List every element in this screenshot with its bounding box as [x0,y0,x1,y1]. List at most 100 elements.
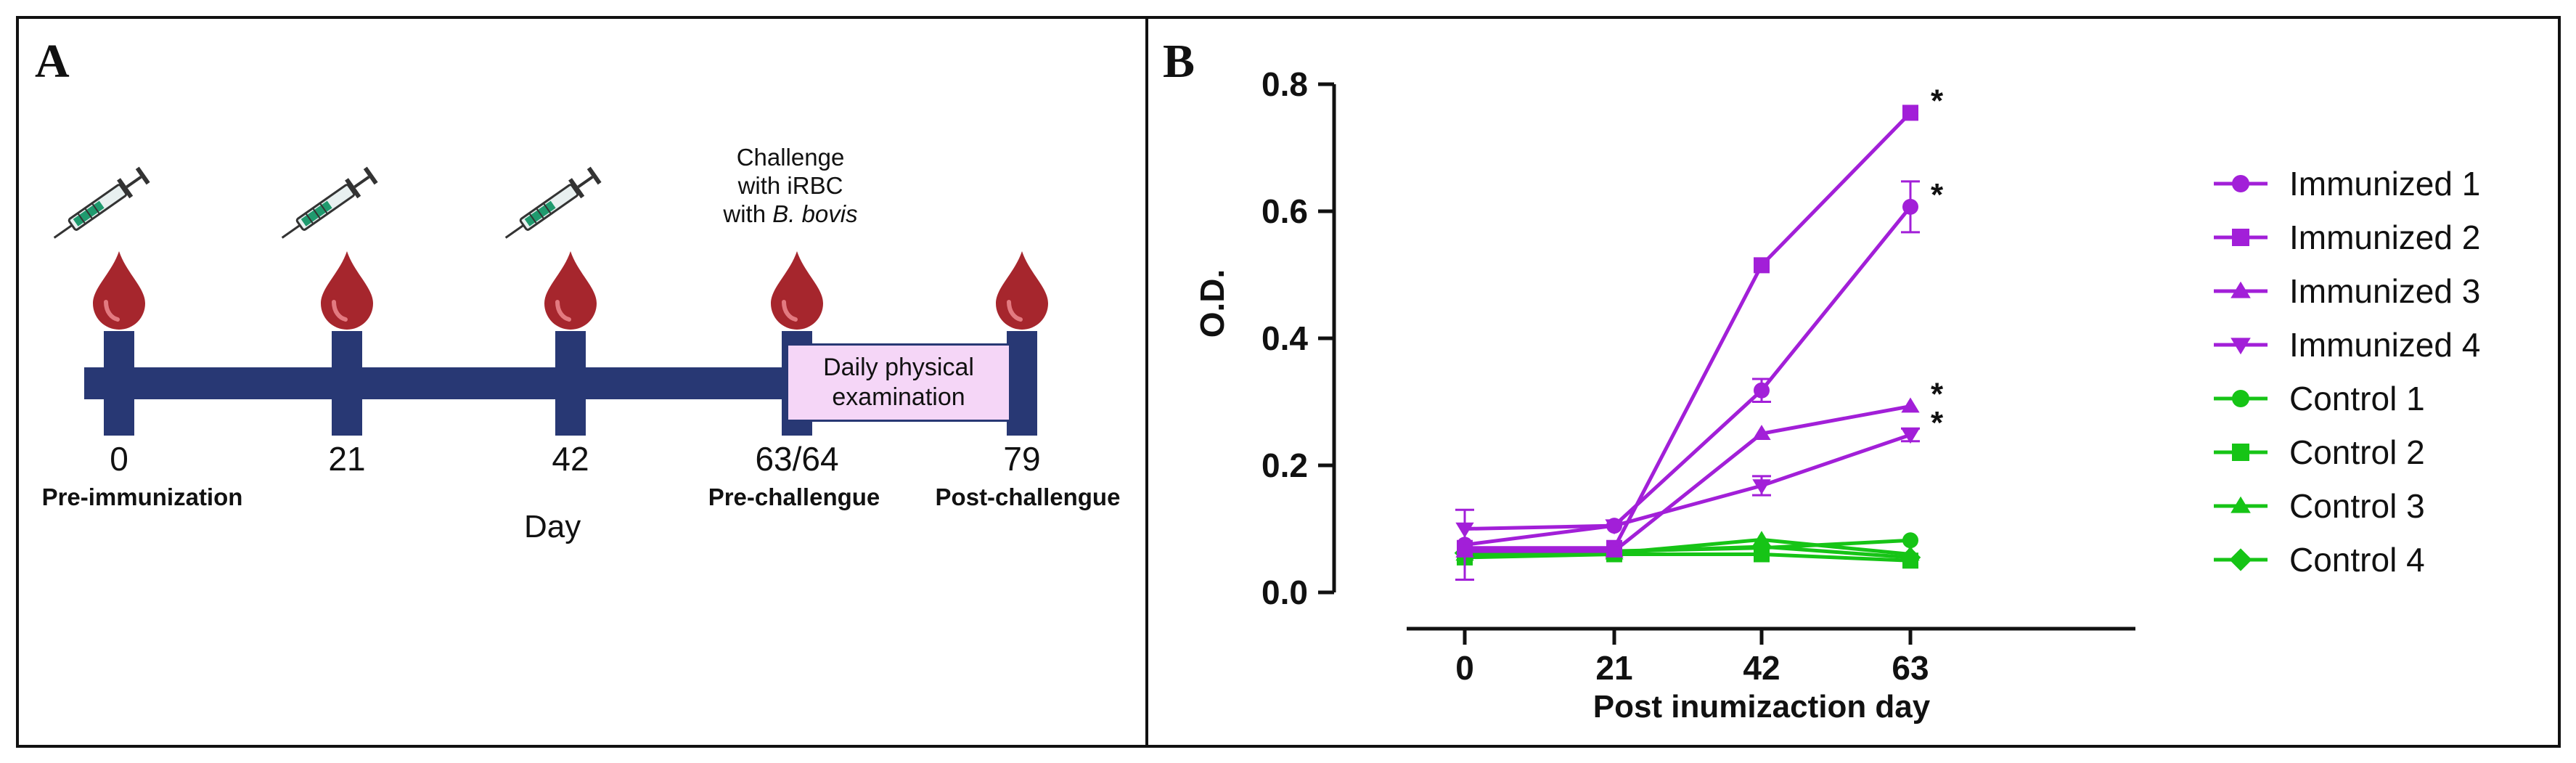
x-tick-label: 63 [1892,649,1929,687]
data-point [1754,257,1770,274]
legend-marker [2232,229,2249,246]
timepoint-day: 0 [110,440,128,478]
significance-asterisk: * [1931,377,1944,412]
data-point [1901,397,1920,413]
y-tick-label: 0.6 [1262,192,1308,230]
legend-marker [2231,338,2251,355]
y-axis-label: O.D. [1193,269,1231,338]
y-tick-label: 0.2 [1262,446,1308,484]
legend-marker [2231,496,2251,513]
timepoint-day: 42 [552,440,589,478]
daily-examination-box: Daily physical examination [786,343,1011,422]
significance-asterisk: * [1931,177,1944,213]
blood-drop-icon [991,248,1052,330]
data-point [1455,522,1474,538]
syringe-icon [269,157,392,251]
blood-drop-icon [89,248,150,330]
exam-line-2: examination [832,383,965,411]
challenge-text: Challenge with iRBC with B. bovis [692,144,888,229]
series-line [1465,111,1912,550]
blood-drop-icon [540,248,601,330]
legend-label: Control 1 [2289,380,2425,417]
series-immunized-1: * [1455,177,1944,581]
panel-b-label: B [1163,35,1195,88]
challenge-pathogen: B. bovis [772,200,858,227]
series-line [1464,205,1912,547]
timepoint-marker [555,331,586,436]
legend-label: Control 4 [2289,541,2425,579]
series-immunized-4: * [1455,405,1944,538]
series-line [1465,404,1911,553]
legend-label: Control 3 [2289,487,2425,525]
data-point [1902,105,1918,121]
timepoint-day: 63/64 [755,440,839,478]
legend-entry: Control 4 [2214,541,2425,579]
data-point [1752,479,1771,495]
legend-entry: Immunized 3 [2214,272,2480,310]
data-point [1605,519,1624,535]
timepoint-marker [104,331,134,436]
series-line [1464,552,1911,563]
significance-asterisk: * [1931,405,1944,441]
data-point [1754,382,1770,399]
timepoint-marker [1007,331,1037,436]
data-point [1902,532,1918,549]
exam-line-1: Daily physical [823,354,974,382]
legend-label: Control 2 [2289,433,2425,471]
syringe-icon [492,157,616,251]
syringe-icon [41,157,164,251]
legend-label: Immunized 4 [2289,326,2480,364]
data-point [1900,547,1921,568]
chart-legend: Immunized 1 Immunized 2 Immunized 3 Immuniz… [2214,165,2480,579]
legend-label: Immunized 3 [2289,272,2480,310]
challenge-line-2: with iRBC [737,171,843,199]
y-tick-label: 0.8 [1262,65,1308,103]
panel-a-timeline: A 0 Pre-immunization [16,16,1148,748]
timepoint-marker [332,331,362,436]
blood-drop-icon [766,248,827,330]
data-point [1901,428,1920,444]
timepoint-sublabel: Pre-challengue [708,483,880,510]
challenge-line-1: Challenge [736,144,845,171]
legend-marker [2232,444,2249,461]
legend-marker [2232,390,2249,407]
series-immunized-3: * [1455,377,1944,558]
challenge-line-3: with B. bovis [692,200,888,229]
panel-a-label: A [35,35,70,88]
data-point [1752,425,1771,441]
data-point [1455,542,1474,558]
x-axis-label: Post inumizaction day [1593,689,1931,725]
x-tick-label: 42 [1743,649,1780,687]
challenge-line-3-prefix: with [723,200,766,227]
legend-entry: Control 3 [2214,487,2425,525]
data-point [1605,542,1624,558]
data-point [1902,198,1918,215]
legend-marker [2229,548,2252,571]
od-line-chart: 0.00.20.40.60.80 21 42 63 **** Immunized 1I… [1193,65,2480,725]
series-line [1464,433,1911,531]
y-tick-label: 0.0 [1262,574,1308,611]
legend-entry: Immunized 2 [2214,219,2480,256]
x-tick-label: 0 [1455,649,1474,687]
x-tick-label: 21 [1595,649,1632,687]
legend-label: Immunized 2 [2289,219,2480,256]
y-tick-label: 0.4 [1262,319,1308,357]
chart-axes: 0.0 0.2 0.4 0.6 0.8 0 21 42 63 [1262,65,2135,687]
series-immunized-2: * [1457,83,1944,556]
chart-series-layer: **** [1454,83,1944,581]
data-point [1751,536,1772,558]
blood-drop-icon [316,248,377,330]
timepoint-sublabel: Post-challengue [935,483,1121,510]
timepoint-day: 79 [1003,440,1041,478]
significance-asterisk: * [1931,83,1944,118]
legend-entry: Immunized 1 [2214,165,2480,203]
timepoint-sublabel: Pre-immunization [41,483,243,510]
day-axis-label: Day [524,509,581,544]
legend-entry: Control 1 [2214,380,2425,417]
legend-entry: Immunized 4 [2214,326,2480,364]
panel-b-chart: B 0.0 0.2 0.4 0.6 0.8 0 21 42 63 * * * * Immunized … [1145,16,2561,748]
legend-entry: Control 2 [2214,433,2425,471]
legend-marker [2232,175,2249,192]
legend-marker [2231,281,2251,298]
legend-label: Immunized 1 [2289,165,2480,203]
